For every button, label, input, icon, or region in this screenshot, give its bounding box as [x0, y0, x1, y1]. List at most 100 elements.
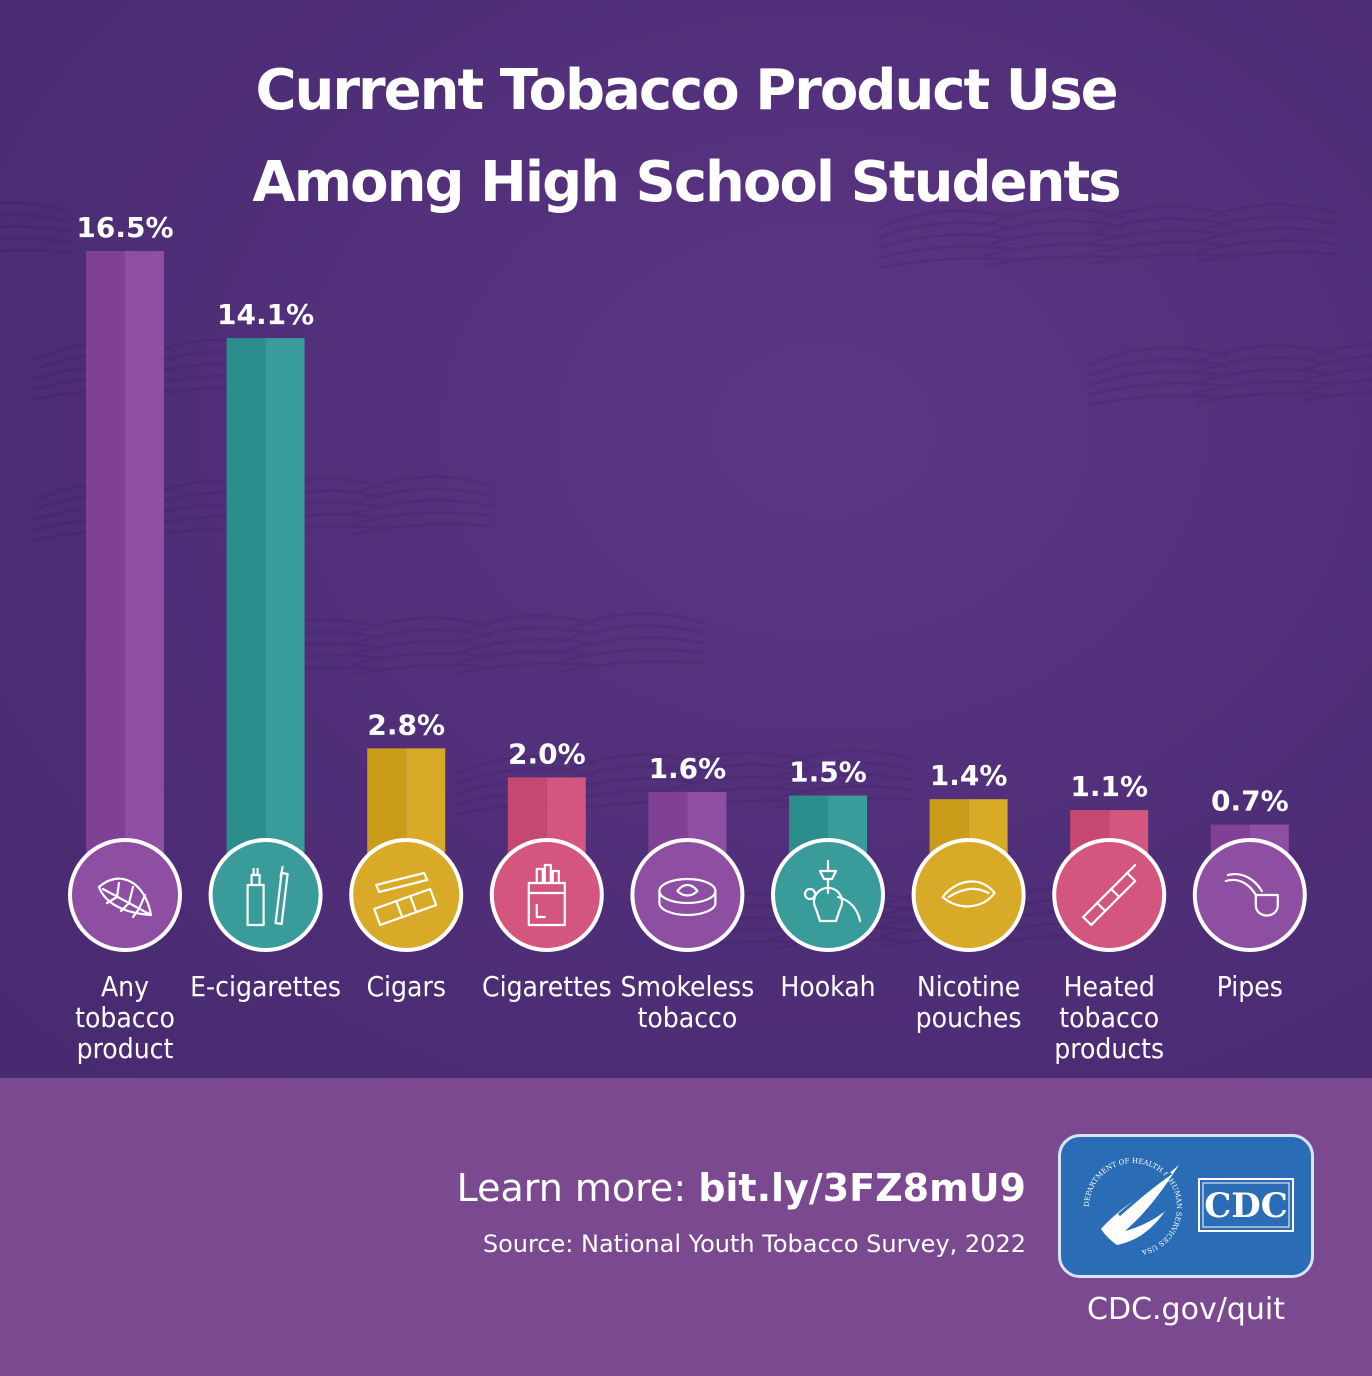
texture-stroke	[1194, 379, 1336, 395]
hhs-eagle-icon: DEPARTMENT OF HEALTH & HUMAN SERVICES US…	[1083, 1157, 1294, 1256]
texture-stroke	[562, 647, 704, 663]
learn-more-link[interactable]: bit.ly/3FZ8mU9	[698, 1166, 1026, 1210]
category-label: Nicotine	[917, 970, 1020, 1003]
icon-glyph	[1082, 863, 1137, 927]
texture-stroke	[351, 487, 493, 506]
texture-stroke	[877, 233, 1019, 250]
texture-stroke	[773, 773, 915, 790]
texture-stroke	[1088, 393, 1230, 407]
texture-stroke	[351, 475, 493, 496]
texture-stroke	[1194, 356, 1336, 375]
value-label: 1.6%	[649, 752, 727, 785]
texture-stroke	[562, 612, 704, 633]
cdc-url[interactable]: CDC.gov/quit	[1087, 1292, 1285, 1327]
texture-stroke	[456, 661, 598, 675]
icon-stroke	[279, 865, 284, 879]
bar-highlight	[125, 251, 164, 860]
cdc-logo: DEPARTMENT OF HEALTH & HUMAN SERVICES US…	[1058, 1134, 1314, 1278]
tobacco-leaf-icon	[68, 838, 182, 952]
icon-stroke	[1126, 863, 1137, 875]
icon-glyph	[941, 880, 996, 908]
cigar-icon	[349, 838, 464, 952]
category-label: Cigarettes	[482, 970, 612, 1003]
icon-stroke	[1082, 871, 1137, 927]
icon-stroke	[818, 869, 838, 881]
texture-stroke	[983, 242, 1125, 258]
texture-stroke	[456, 649, 598, 665]
value-label: 16.5%	[76, 211, 173, 244]
category-label: products	[1054, 1032, 1164, 1065]
hookah-icon	[771, 838, 885, 952]
texture-stroke	[350, 628, 492, 647]
texture-stroke	[351, 499, 493, 516]
learn-more-text: Learn more: bit.ly/3FZ8mU9	[457, 1166, 1026, 1210]
icon-stroke	[658, 889, 717, 917]
texture-stroke	[455, 755, 597, 776]
icon-stroke	[274, 871, 289, 926]
source-note: Source: National Youth Tobacco Survey, 2…	[482, 1230, 1026, 1258]
value-label: 14.1%	[217, 298, 314, 331]
category-label: product	[77, 1032, 174, 1065]
category-label: tobacco	[1059, 1001, 1159, 1034]
value-label: 1.4%	[930, 759, 1008, 792]
icon-stroke	[803, 887, 817, 901]
texture-stroke	[1300, 390, 1372, 403]
learn-more-prefix: Learn more:	[456, 1166, 699, 1210]
icon-stroke	[373, 887, 438, 927]
texture-stroke	[983, 219, 1125, 238]
texture-stroke	[877, 221, 1019, 240]
icon-glyph	[373, 871, 438, 927]
texture-stroke	[1195, 250, 1337, 264]
icon-stroke	[1254, 893, 1279, 917]
bar-group-5: 1.5% Hookah	[771, 756, 885, 1003]
category-label: pouches	[916, 1001, 1022, 1034]
texture-stroke	[773, 761, 915, 780]
icon-glyph	[97, 877, 153, 919]
texture-stroke	[1195, 203, 1337, 224]
texture-stroke	[1088, 346, 1230, 367]
chart-title-line-1: Current Tobacco Product Use	[255, 58, 1118, 123]
texture-stroke	[667, 751, 809, 772]
texture-stroke	[1300, 354, 1372, 373]
texture-stroke	[1195, 215, 1337, 234]
icon-stroke	[535, 903, 546, 919]
texture-stroke	[1300, 366, 1372, 383]
category-label: Hookah	[780, 970, 875, 1003]
texture-stroke	[773, 784, 915, 800]
value-label: 1.1%	[1070, 770, 1148, 803]
texture-stroke	[455, 767, 597, 786]
texture-stroke	[561, 753, 703, 774]
nicotine-pouch-icon	[911, 838, 1026, 952]
icon-stroke	[836, 895, 862, 923]
texture-stroke	[1088, 381, 1230, 397]
bar-group-2: 2.8% Cigars	[349, 708, 464, 1003]
texture-stroke	[1195, 227, 1337, 244]
icon-glyph	[803, 859, 862, 923]
texture-stroke	[561, 765, 703, 784]
texture-stroke	[350, 663, 492, 677]
bar	[226, 338, 266, 860]
texture-stroke	[877, 256, 1019, 270]
icon-glyph	[527, 863, 566, 927]
value-label: 2.0%	[508, 737, 586, 770]
texture-stroke	[350, 640, 492, 657]
texture-stroke	[351, 510, 493, 526]
category-label: tobacco	[75, 1001, 175, 1034]
texture-stroke	[0, 248, 71, 254]
icon-stroke	[941, 880, 996, 908]
bar-group-3: 2.0% Cigarettes	[482, 737, 612, 1003]
texture-stroke	[562, 636, 704, 653]
heated-tobacco-device-icon	[1052, 838, 1167, 952]
icon-stroke	[115, 881, 147, 911]
texture-stroke	[1300, 378, 1372, 393]
category-label: Cigars	[366, 970, 446, 1003]
icon-stroke	[1226, 873, 1263, 893]
category-label: Heated	[1064, 970, 1155, 1003]
icon-stroke	[101, 887, 153, 917]
texture-stroke	[1194, 368, 1336, 385]
